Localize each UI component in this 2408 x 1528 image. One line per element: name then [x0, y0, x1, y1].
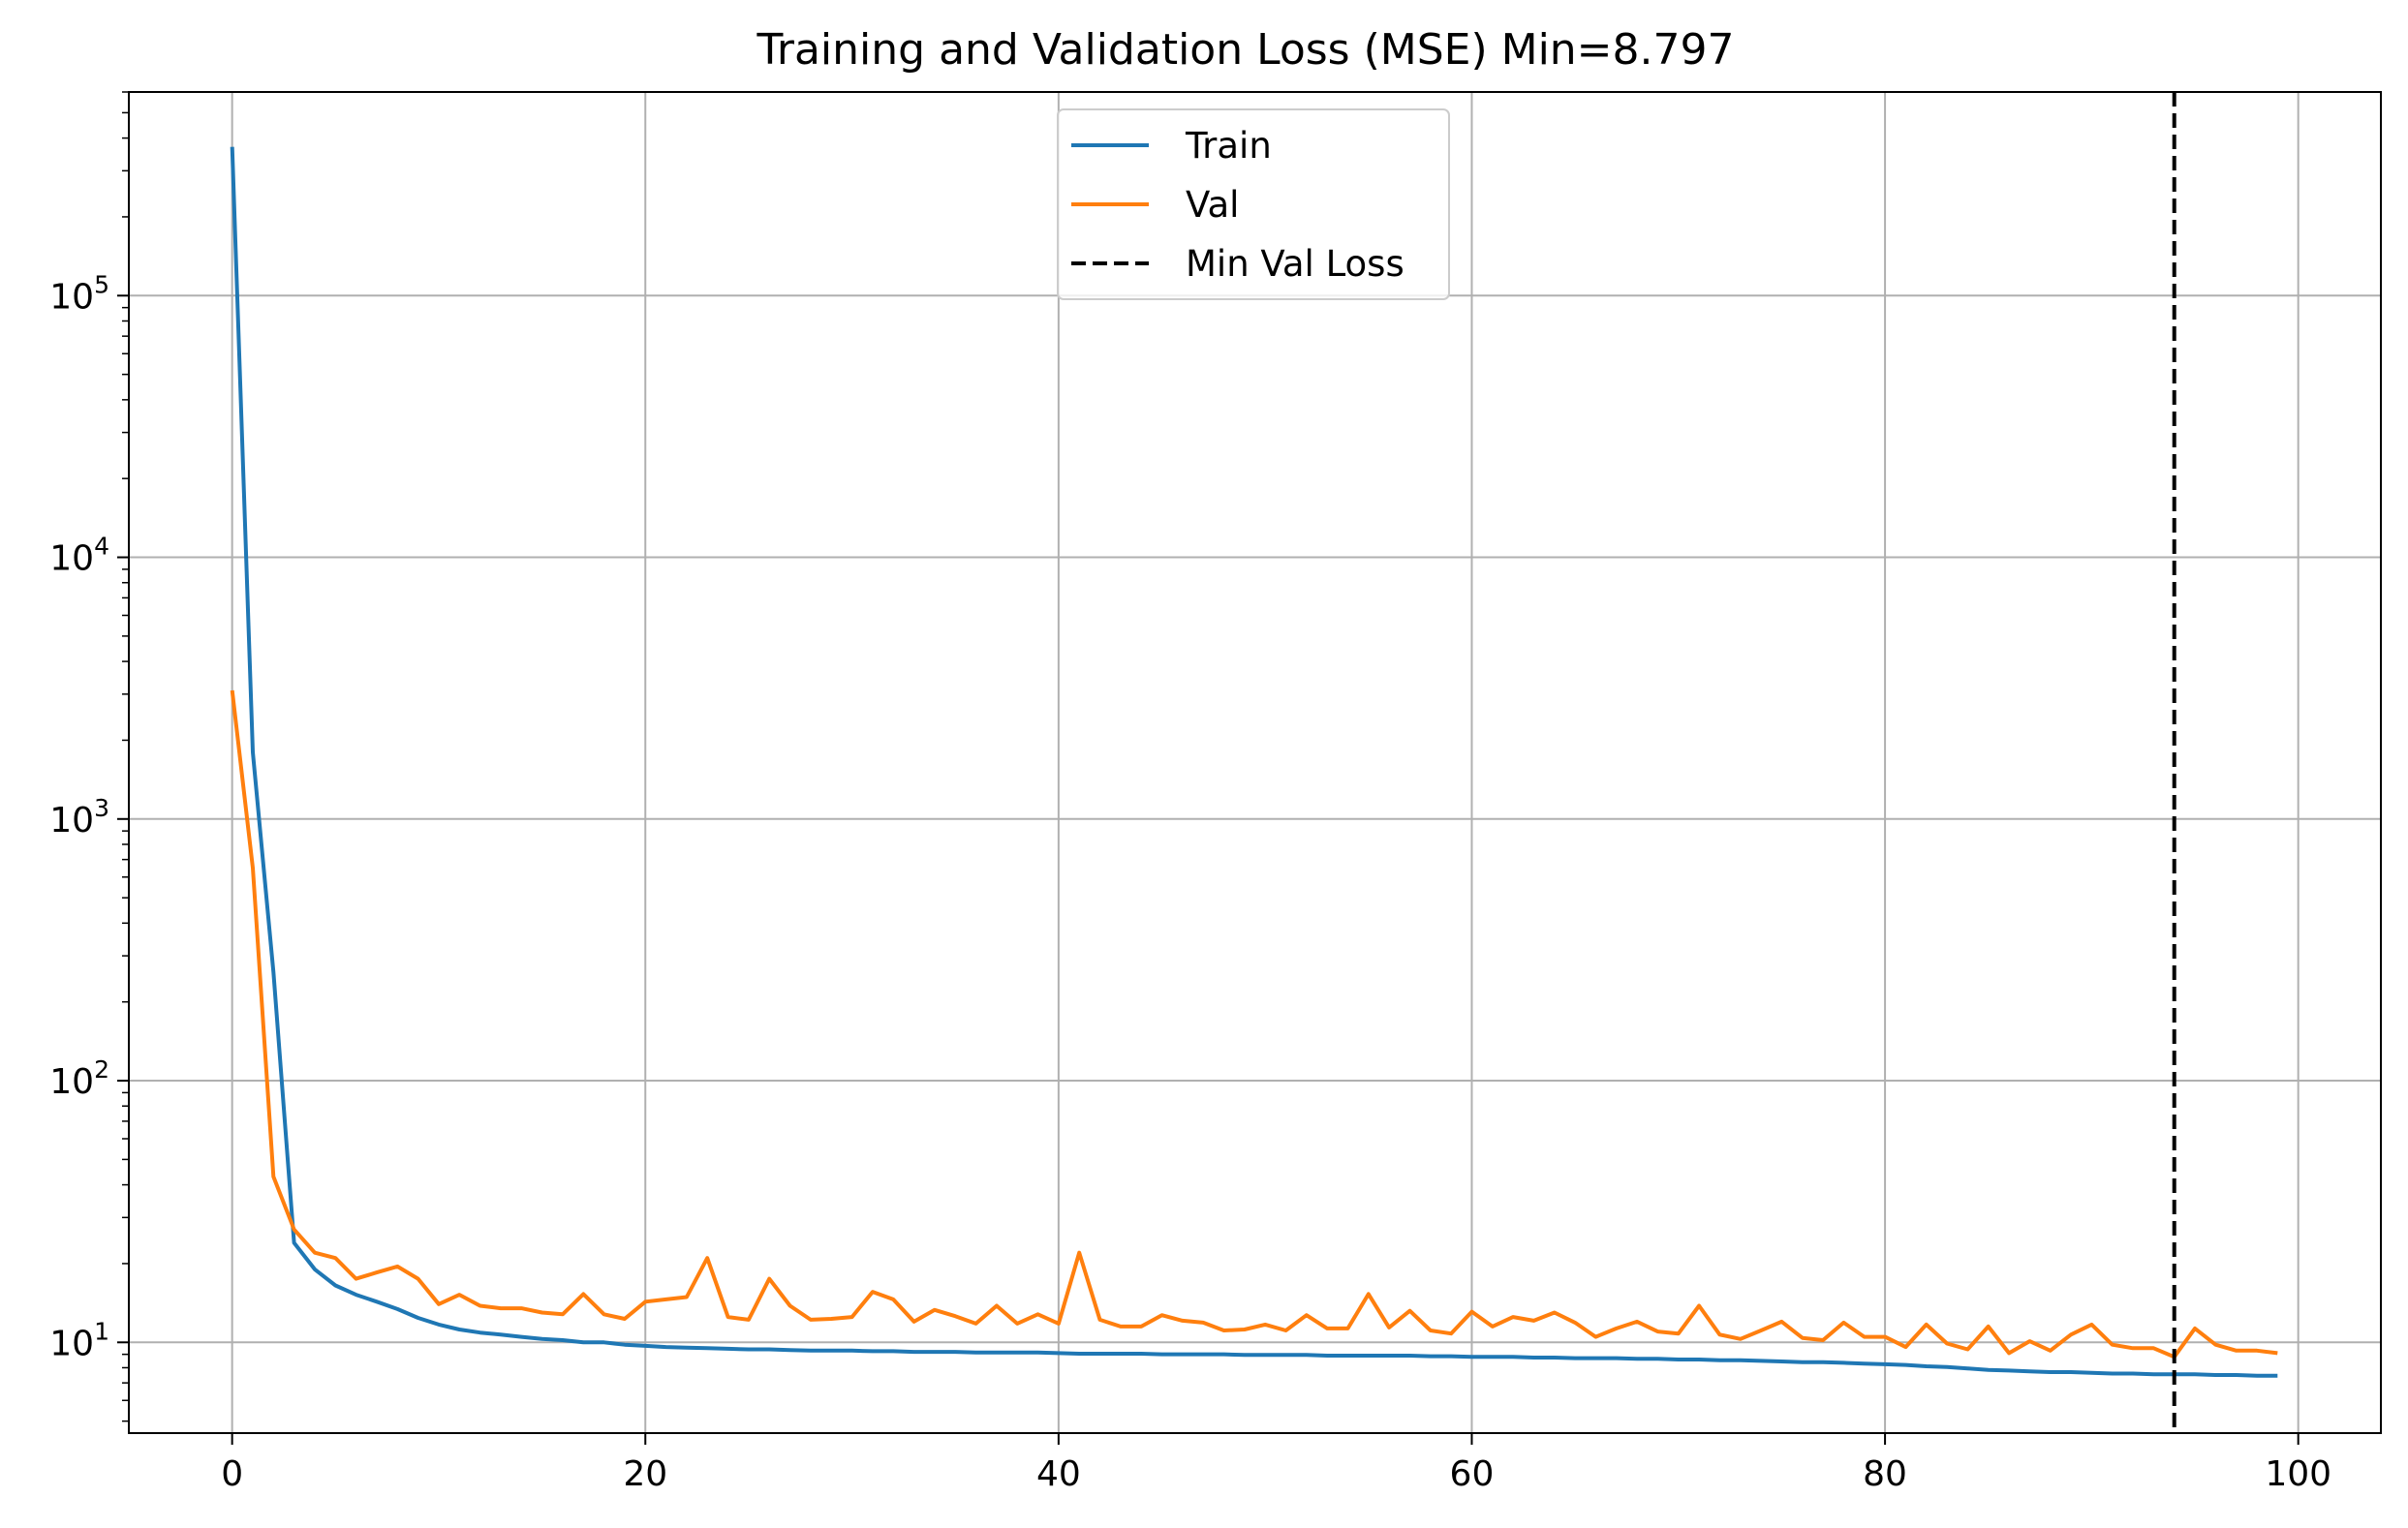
series-line — [230, 689, 2278, 1360]
series-lines — [230, 146, 2278, 1378]
x-tick-label: 0 — [221, 1454, 243, 1494]
y-tick-base: 10 — [49, 277, 94, 317]
series-train — [230, 146, 2278, 1378]
y-tick-base: 10 — [49, 539, 94, 579]
x-tick-label: 40 — [1036, 1454, 1081, 1494]
x-tick-label: 100 — [2265, 1454, 2331, 1494]
y-tick-label: 104 — [49, 533, 109, 579]
minor-ticks — [122, 91, 129, 1422]
plot-frame — [128, 91, 2382, 1434]
legend-entry: Train — [1071, 125, 1272, 167]
legend-label: Min Val Loss — [1186, 243, 1405, 285]
legend-entry: Min Val Loss — [1071, 243, 1405, 285]
y-tick-label: 102 — [49, 1055, 109, 1102]
x-tick-label: 60 — [1450, 1454, 1495, 1494]
x-tick-label: 20 — [623, 1454, 667, 1494]
legend-entry: Val — [1071, 184, 1239, 226]
series-val — [230, 689, 2278, 1360]
series-line — [230, 146, 2278, 1378]
x-tick-label: 80 — [1863, 1454, 1907, 1494]
y-tick-exponent: 4 — [94, 533, 109, 561]
y-tick-exponent: 2 — [94, 1055, 109, 1084]
y-tick-label: 105 — [49, 270, 109, 317]
y-tick-exponent: 1 — [94, 1317, 109, 1345]
chart-title: Training and Validation Loss (MSE) Min=8… — [756, 25, 1734, 75]
legend-box — [1057, 108, 1450, 300]
legend: Train Val Min Val Loss — [1057, 108, 1450, 300]
y-tick-base: 10 — [49, 1062, 94, 1102]
y-tick-base: 10 — [49, 1324, 94, 1363]
legend-label: Train — [1185, 125, 1272, 167]
y-tick-base: 10 — [49, 801, 94, 840]
y-tick-label: 103 — [49, 794, 109, 840]
legend-label: Val — [1186, 184, 1239, 226]
y-tick-exponent: 3 — [94, 794, 109, 822]
y-tick-label: 101 — [49, 1317, 109, 1363]
y-tick-exponent: 5 — [94, 270, 109, 298]
